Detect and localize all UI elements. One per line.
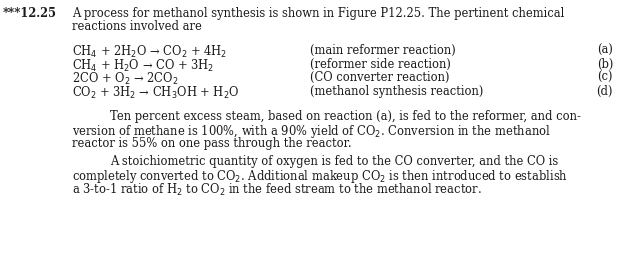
Text: (CO converter reaction): (CO converter reaction) bbox=[310, 71, 450, 84]
Text: Ten percent excess steam, based on reaction (a), is fed to the reformer, and con: Ten percent excess steam, based on react… bbox=[110, 110, 581, 123]
Text: a 3-to-1 ratio of H$_2$ to CO$_2$ in the feed stream to the methanol reactor.: a 3-to-1 ratio of H$_2$ to CO$_2$ in the… bbox=[72, 182, 482, 198]
Text: (reformer side reaction): (reformer side reaction) bbox=[310, 57, 451, 70]
Text: CO$_2$ + 3H$_2$ → CH$_3$OH + H$_2$O: CO$_2$ + 3H$_2$ → CH$_3$OH + H$_2$O bbox=[72, 84, 239, 101]
Text: (b): (b) bbox=[597, 57, 613, 70]
Text: reactions involved are: reactions involved are bbox=[72, 21, 202, 33]
Text: ***12.25: ***12.25 bbox=[3, 7, 57, 20]
Text: A stoichiometric quantity of oxygen is fed to the CO converter, and the CO is: A stoichiometric quantity of oxygen is f… bbox=[110, 155, 558, 167]
Text: CH$_4$ + H$_2$O → CO + 3H$_2$: CH$_4$ + H$_2$O → CO + 3H$_2$ bbox=[72, 57, 214, 74]
Text: (a): (a) bbox=[597, 44, 613, 57]
Text: (methanol synthesis reaction): (methanol synthesis reaction) bbox=[310, 84, 483, 97]
Text: (c): (c) bbox=[597, 71, 613, 84]
Text: version of methane is 100%, with a 90% yield of CO$_2$. Conversion in the methan: version of methane is 100%, with a 90% y… bbox=[72, 124, 551, 140]
Text: reactor is 55% on one pass through the reactor.: reactor is 55% on one pass through the r… bbox=[72, 137, 351, 150]
Text: A process for methanol synthesis is shown in Figure P12.25. The pertinent chemic: A process for methanol synthesis is show… bbox=[72, 7, 564, 20]
Text: 2CO + O$_2$ → 2CO$_2$: 2CO + O$_2$ → 2CO$_2$ bbox=[72, 71, 178, 87]
Text: (main reformer reaction): (main reformer reaction) bbox=[310, 44, 456, 57]
Text: CH$_4$ + 2H$_2$O → CO$_2$ + 4H$_2$: CH$_4$ + 2H$_2$O → CO$_2$ + 4H$_2$ bbox=[72, 44, 227, 60]
Text: (d): (d) bbox=[597, 84, 613, 97]
Text: completely converted to CO$_2$. Additional makeup CO$_2$ is then introduced to e: completely converted to CO$_2$. Addition… bbox=[72, 168, 568, 185]
